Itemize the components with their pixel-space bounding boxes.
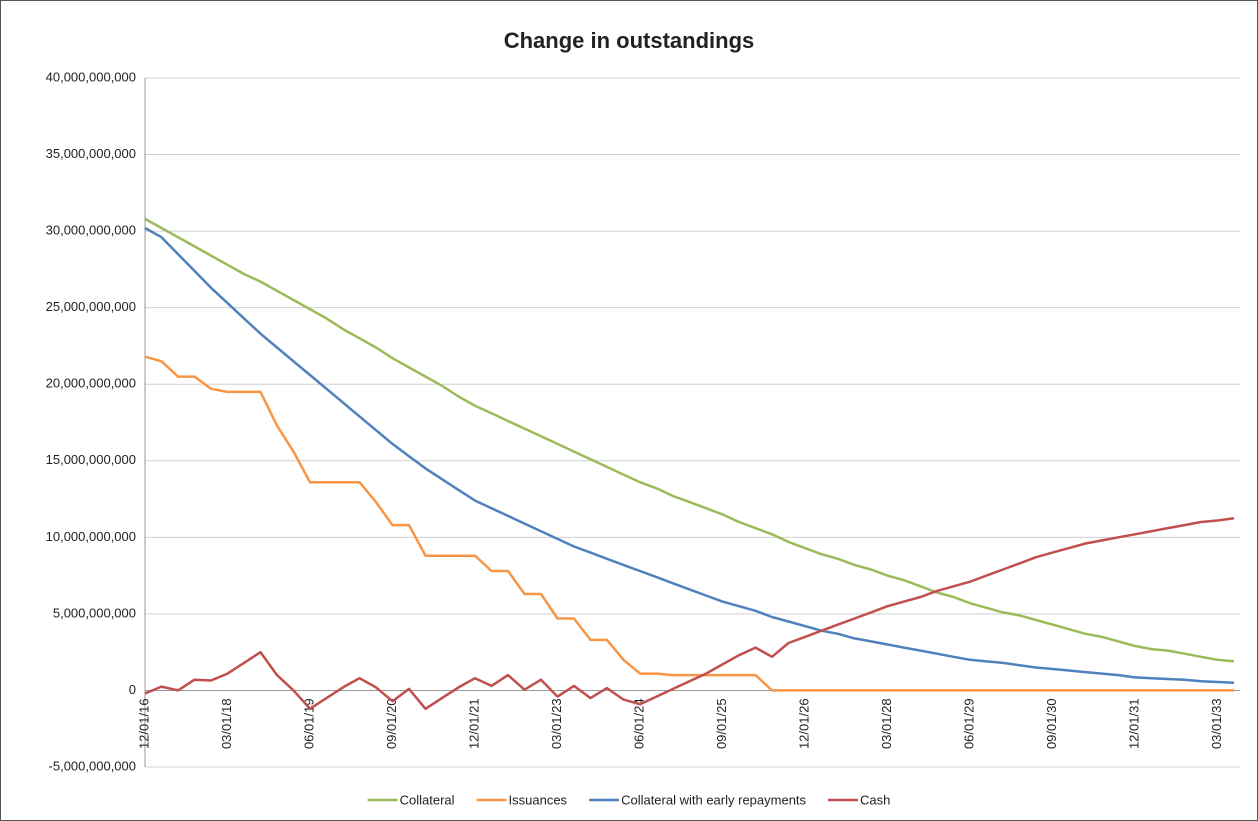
y-tick-label: 35,000,000,000	[46, 146, 136, 161]
x-tick-label: 09/01/30	[1044, 698, 1059, 749]
x-tick-label: 03/01/33	[1209, 698, 1224, 749]
y-tick-label: 20,000,000,000	[46, 376, 136, 391]
legend-label: Cash	[860, 792, 890, 807]
x-tick-label: 03/01/18	[219, 698, 234, 749]
x-tick-label: 03/01/28	[879, 698, 894, 749]
x-tick-label: 12/01/26	[796, 698, 811, 749]
y-tick-label: 15,000,000,000	[46, 452, 136, 467]
y-tick-label: 0	[129, 682, 136, 697]
x-tick-label: 09/01/25	[714, 698, 729, 749]
y-tick-label: 10,000,000,000	[46, 529, 136, 544]
legend-label: Collateral	[400, 792, 455, 807]
x-tick-label: 09/01/20	[384, 698, 399, 749]
legend-label: Issuances	[509, 792, 568, 807]
y-tick-label: -5,000,000,000	[49, 758, 136, 773]
series-line	[144, 516, 1235, 711]
x-tick-label: 03/01/23	[549, 698, 564, 749]
y-tick-label: 5,000,000,000	[53, 605, 136, 620]
x-tick-label: 12/01/31	[1126, 698, 1141, 749]
series-line	[144, 226, 1235, 685]
x-tick-label: 12/01/21	[466, 698, 481, 749]
x-tick-label: 06/01/24	[631, 698, 646, 749]
x-tick-label: 06/01/29	[961, 698, 976, 749]
series-line	[144, 217, 1235, 663]
y-tick-label: 40,000,000,000	[46, 69, 136, 84]
y-tick-label: 30,000,000,000	[46, 223, 136, 238]
x-tick-label: 12/01/16	[136, 698, 151, 749]
y-tick-label: 25,000,000,000	[46, 299, 136, 314]
x-tick-label: 06/01/19	[301, 698, 316, 749]
chart-title: Change in outstandings	[504, 28, 755, 53]
legend-label: Collateral with early repayments	[621, 792, 806, 807]
legend: Collateral Issuances Collateral with early…	[367, 792, 890, 807]
series-line	[144, 355, 1234, 692]
